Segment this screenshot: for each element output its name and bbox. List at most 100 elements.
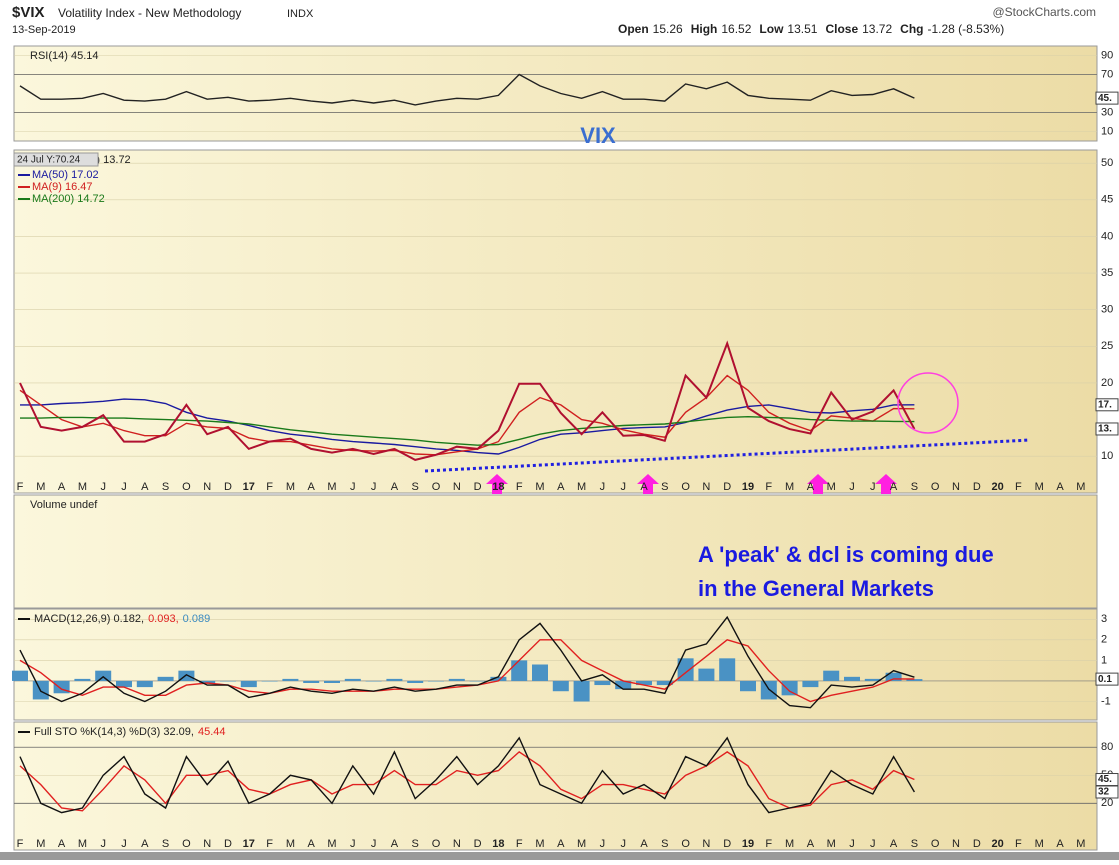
histogram-bar [511, 660, 528, 681]
histogram-bar [615, 680, 632, 690]
histogram-bar [157, 676, 174, 681]
histogram-bar [344, 678, 361, 681]
y-tick-label: 10 [1101, 125, 1113, 137]
legend-text: 0.093, [148, 613, 179, 625]
quote-label: Open [618, 22, 649, 36]
histogram-bar [469, 680, 486, 682]
quote-label: Close [825, 22, 858, 36]
y-tick-label: -1 [1101, 695, 1111, 707]
x-tick-label: J [620, 481, 626, 493]
histogram-bar [573, 680, 590, 702]
x-tick-label: F [1015, 481, 1022, 493]
quote-label: High [691, 22, 718, 36]
histogram-bar [448, 678, 465, 681]
series-line [19, 374, 915, 456]
index-name: Volatility Index - New Methodology [58, 6, 241, 20]
x-tick-label: O [182, 481, 191, 493]
x-tick-label: N [203, 838, 211, 850]
x-tick-label: A [557, 838, 565, 850]
y-tick-label: 90 [1101, 49, 1113, 61]
histogram-bar [136, 680, 153, 688]
x-tick-label: F [17, 838, 24, 850]
x-tick-label: A [640, 481, 648, 493]
histogram-bar [719, 658, 736, 681]
x-tick-label: J [870, 481, 876, 493]
x-tick-label: S [162, 481, 169, 493]
quote-value: 16.52 [721, 22, 751, 36]
symbol: $VIX [12, 4, 45, 21]
histogram-bar [303, 680, 320, 683]
x-tick-label: 19 [742, 838, 754, 850]
x-tick-label: F [266, 481, 273, 493]
x-tick-label: O [432, 481, 441, 493]
y-tick-label: 2 [1101, 634, 1107, 646]
histogram-bar [428, 680, 444, 682]
x-tick-label: J [600, 481, 606, 493]
x-tick-label: A [58, 838, 66, 850]
arrow [875, 474, 897, 494]
trend-line [424, 438, 1031, 473]
value-tag [1095, 672, 1119, 686]
x-tick-label: A [640, 838, 648, 850]
histogram-bar [282, 678, 299, 681]
x-tick-label: D [973, 838, 981, 850]
y-tick-label: 20 [1101, 797, 1113, 809]
x-tick-label: S [412, 838, 419, 850]
x-tick-label: S [911, 481, 918, 493]
x-tick-label: J [849, 838, 855, 850]
highlight-circle [897, 372, 959, 434]
value-tag [1095, 91, 1119, 105]
x-tick-label: D [474, 838, 482, 850]
x-tick-label: A [308, 481, 316, 493]
series-line [20, 398, 915, 455]
x-tick-label: F [266, 838, 273, 850]
x-tick-label: M [1035, 481, 1044, 493]
x-tick-label: J [350, 838, 356, 850]
x-tick-label: M [577, 838, 586, 850]
annotation: VIX [580, 123, 616, 148]
value-tag-label: 0.1 [1098, 674, 1112, 685]
x-tick-label: M [286, 481, 295, 493]
histogram-bar [365, 680, 382, 682]
x-tick-label: J [620, 838, 626, 850]
histogram-bar [844, 676, 860, 681]
x-tick-label: M [827, 838, 836, 850]
cursor-box [13, 152, 99, 167]
volume-panel [13, 494, 1098, 609]
x-tick-label: F [516, 481, 523, 493]
volume-title: Volume undef [30, 499, 98, 511]
x-tick-label: M [827, 481, 836, 493]
histogram-bar [885, 672, 902, 681]
value-tag-label: 13. [1098, 424, 1112, 435]
x-tick-label: J [350, 481, 356, 493]
x-tick-label: O [432, 838, 441, 850]
histogram-bar [906, 679, 923, 681]
legend-text: 45.44 [198, 726, 226, 738]
x-tick-label: A [141, 481, 149, 493]
series-line [20, 415, 915, 446]
histogram-bar [823, 670, 840, 681]
x-tick-label: F [17, 481, 24, 493]
histogram-bar [12, 670, 28, 681]
x-tick-label: A [141, 838, 149, 850]
histogram-bar [386, 678, 403, 681]
x-tick-label: O [931, 481, 940, 493]
cursor-label: 24 Jul Y:70.24 [17, 155, 81, 166]
x-tick-label: J [600, 838, 606, 850]
y-tick-label: 30 [1101, 304, 1113, 316]
x-tick-label: M [577, 481, 586, 493]
quote-value: 13.72 [862, 22, 892, 36]
x-tick-label: 18 [492, 838, 504, 850]
quote-value: -1.28 (-8.53%) [927, 22, 1004, 36]
x-tick-label: M [1035, 838, 1044, 850]
x-tick-label: M [1076, 481, 1085, 493]
histogram-bar [532, 664, 548, 681]
x-tick-label: A [557, 481, 565, 493]
histogram-bar [636, 680, 652, 686]
histogram-bar [656, 680, 673, 686]
value-tag-label: 45. [1098, 93, 1112, 104]
source: @StockCharts.com [992, 5, 1096, 19]
series-line [19, 73, 915, 106]
series-line [19, 736, 916, 814]
x-tick-label: A [1056, 838, 1064, 850]
